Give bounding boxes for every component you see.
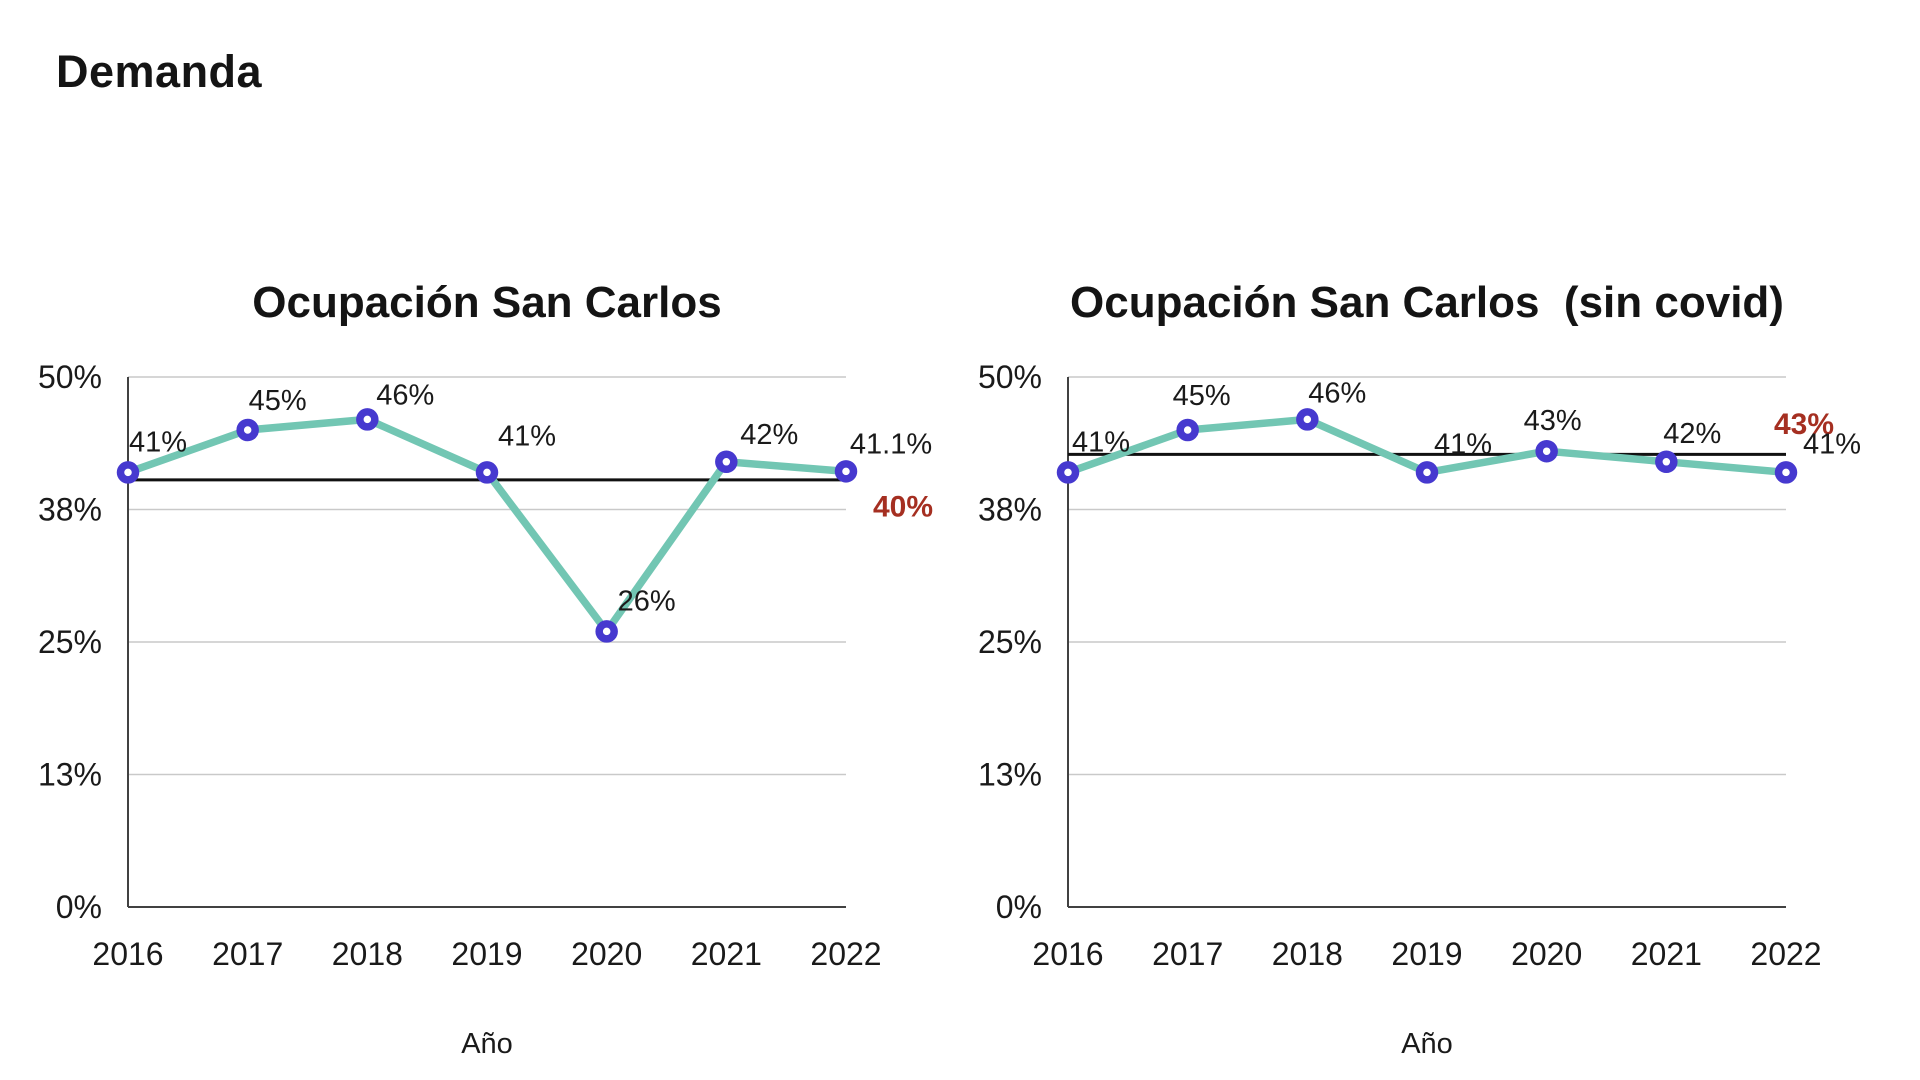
x-tick-label: 2017 bbox=[212, 936, 283, 972]
y-tick-label: 38% bbox=[38, 492, 102, 528]
data-point-marker bbox=[1056, 461, 1080, 484]
data-point-label: 42% bbox=[1663, 418, 1721, 450]
x-axis-title: Año bbox=[1401, 1028, 1453, 1060]
data-point-marker bbox=[475, 461, 499, 484]
data-point-marker bbox=[1655, 450, 1678, 474]
x-tick-label: 2021 bbox=[691, 936, 762, 972]
y-tick-label: 0% bbox=[996, 889, 1042, 925]
data-point-marker bbox=[1415, 461, 1439, 484]
data-point-marker bbox=[356, 408, 379, 431]
data-point-label: 46% bbox=[376, 379, 434, 411]
data-point-marker bbox=[595, 620, 618, 643]
data-point-label: 43% bbox=[1524, 405, 1582, 437]
data-point-marker bbox=[715, 450, 738, 474]
y-tick-label: 25% bbox=[978, 624, 1042, 660]
y-tick-label: 0% bbox=[56, 889, 102, 925]
data-point-marker bbox=[236, 418, 259, 442]
occupancy-sin-covid-line-chart: 0% 13% 25% 38% 50% Ocupación San Carlos (sin … bbox=[978, 278, 1861, 1060]
x-tick-label: 2020 bbox=[571, 936, 642, 972]
data-point-label: 45% bbox=[1173, 380, 1231, 412]
x-tick-label: 2022 bbox=[1750, 936, 1821, 972]
data-point-marker bbox=[1774, 461, 1798, 484]
data-point-label: 42% bbox=[740, 419, 798, 451]
data-point-label: 41.1% bbox=[850, 428, 932, 460]
chart-title: Ocupación San Carlos bbox=[252, 278, 721, 327]
data-point-label: 26% bbox=[618, 585, 676, 617]
y-tick-label: 50% bbox=[978, 359, 1042, 395]
y-tick-label: 25% bbox=[38, 624, 102, 660]
chart-ocupacion-san-carlos: 0% 13% 25% 38% 50% Ocupación San Carlos 2016 20… bbox=[8, 195, 958, 1080]
x-tick-label: 2018 bbox=[1272, 936, 1343, 972]
occupancy-line-chart: 0% 13% 25% 38% 50% Ocupación San Carlos 2016 20… bbox=[38, 278, 933, 1060]
data-point-label: 41% bbox=[498, 420, 556, 452]
x-tick-label: 2019 bbox=[451, 936, 522, 972]
chart-title: Ocupación San Carlos (sin covid) bbox=[1070, 278, 1784, 327]
page-title: Demanda bbox=[56, 46, 263, 97]
x-tick-label: 2020 bbox=[1511, 936, 1582, 972]
x-tick-label: 2021 bbox=[1631, 936, 1702, 972]
y-tick-label: 13% bbox=[978, 757, 1042, 793]
chart-ocupacion-san-carlos-sin-covid: 0% 13% 25% 38% 50% Ocupación San Carlos (sin … bbox=[948, 195, 1916, 1080]
x-tick-label: 2016 bbox=[1032, 936, 1103, 972]
data-point-marker bbox=[1296, 408, 1319, 431]
data-point-label: 41% bbox=[1803, 428, 1861, 460]
series-line bbox=[124, 415, 850, 636]
data-point-label: 45% bbox=[249, 385, 307, 417]
x-tick-label: 2022 bbox=[810, 936, 881, 972]
x-tick-label: 2017 bbox=[1152, 936, 1223, 972]
x-axis-title: Año bbox=[461, 1028, 513, 1060]
data-point-label: 41% bbox=[129, 426, 187, 458]
data-point-marker bbox=[116, 461, 140, 484]
data-point-marker bbox=[1176, 418, 1199, 442]
data-point-label: 46% bbox=[1308, 377, 1366, 409]
y-tick-label: 13% bbox=[38, 757, 102, 793]
y-tick-label: 50% bbox=[38, 359, 102, 395]
x-tick-label: 2016 bbox=[92, 936, 163, 972]
data-point-label: 41% bbox=[1434, 428, 1492, 460]
y-tick-label: 38% bbox=[978, 492, 1042, 528]
x-tick-label: 2019 bbox=[1391, 936, 1462, 972]
data-point-marker bbox=[1535, 439, 1558, 463]
average-line-label: 40% bbox=[873, 490, 933, 523]
data-point-marker bbox=[834, 460, 858, 483]
x-tick-label: 2018 bbox=[332, 936, 403, 972]
data-point-label: 41% bbox=[1072, 426, 1130, 458]
average-line-label: 43% bbox=[1774, 408, 1834, 441]
